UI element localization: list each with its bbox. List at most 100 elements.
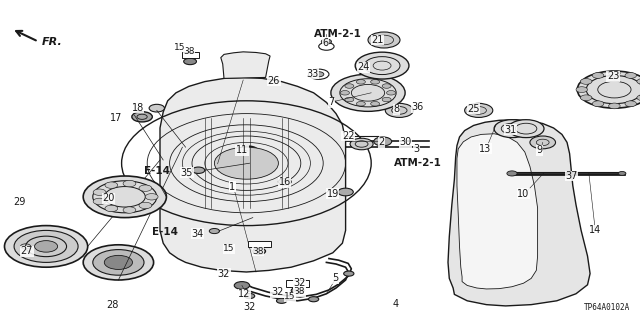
- Circle shape: [356, 80, 365, 84]
- Circle shape: [214, 147, 278, 179]
- Text: 32: 32: [218, 268, 230, 279]
- Circle shape: [4, 226, 88, 267]
- Circle shape: [314, 72, 324, 77]
- Text: 4: 4: [392, 299, 399, 309]
- Circle shape: [35, 241, 58, 252]
- Text: 2: 2: [378, 137, 385, 148]
- Text: 1: 1: [229, 182, 236, 192]
- Circle shape: [14, 230, 78, 262]
- Text: 7: 7: [328, 97, 335, 108]
- Circle shape: [93, 189, 106, 196]
- Circle shape: [234, 282, 250, 289]
- Text: ATM-2-1: ATM-2-1: [314, 28, 362, 39]
- Circle shape: [83, 245, 154, 280]
- Circle shape: [344, 271, 354, 276]
- Text: 32: 32: [243, 302, 256, 312]
- Text: 38: 38: [183, 47, 195, 56]
- Circle shape: [338, 188, 353, 196]
- Text: 8: 8: [394, 104, 400, 115]
- Circle shape: [625, 73, 636, 78]
- Circle shape: [356, 101, 365, 106]
- Circle shape: [308, 297, 319, 302]
- Circle shape: [139, 202, 152, 209]
- Circle shape: [93, 250, 144, 275]
- Text: 13: 13: [479, 144, 492, 154]
- Text: 6: 6: [323, 37, 329, 48]
- Text: 22: 22: [342, 131, 355, 141]
- Text: 14: 14: [589, 225, 602, 236]
- Circle shape: [382, 97, 391, 102]
- Circle shape: [149, 104, 164, 112]
- Circle shape: [637, 79, 640, 84]
- Circle shape: [291, 287, 304, 294]
- Circle shape: [83, 176, 166, 218]
- Text: 1: 1: [229, 182, 236, 192]
- Bar: [286, 280, 309, 287]
- Circle shape: [308, 69, 329, 79]
- Circle shape: [374, 137, 392, 146]
- Text: 32: 32: [293, 278, 306, 288]
- Circle shape: [209, 228, 220, 234]
- Circle shape: [340, 91, 349, 95]
- Text: 9: 9: [536, 145, 543, 156]
- Circle shape: [371, 80, 380, 84]
- Circle shape: [123, 207, 136, 213]
- Text: 35: 35: [180, 168, 193, 178]
- Circle shape: [123, 180, 136, 187]
- Text: 15: 15: [174, 43, 186, 52]
- Text: 30: 30: [399, 137, 412, 148]
- Circle shape: [321, 39, 332, 44]
- Circle shape: [105, 182, 118, 188]
- Circle shape: [253, 248, 266, 254]
- Polygon shape: [448, 120, 590, 306]
- Text: 17: 17: [110, 113, 123, 124]
- Circle shape: [278, 179, 291, 185]
- Text: 36: 36: [411, 102, 424, 112]
- Circle shape: [576, 87, 588, 92]
- Text: 34: 34: [191, 228, 204, 239]
- Circle shape: [331, 74, 405, 111]
- Text: 15: 15: [223, 244, 235, 253]
- Circle shape: [368, 32, 400, 48]
- Text: 15: 15: [284, 292, 296, 301]
- Circle shape: [184, 58, 196, 65]
- Circle shape: [355, 52, 409, 79]
- Circle shape: [345, 97, 354, 102]
- Circle shape: [530, 136, 556, 149]
- Text: 12: 12: [238, 289, 251, 300]
- Circle shape: [244, 293, 255, 299]
- Circle shape: [609, 103, 620, 109]
- Circle shape: [350, 138, 373, 150]
- Text: FR.: FR.: [42, 36, 62, 47]
- Text: 5: 5: [332, 273, 339, 284]
- Circle shape: [507, 171, 517, 176]
- Circle shape: [577, 71, 640, 108]
- Circle shape: [105, 205, 118, 212]
- Text: 37: 37: [565, 171, 578, 181]
- Text: 10: 10: [517, 188, 530, 199]
- Text: 3: 3: [413, 144, 420, 154]
- Polygon shape: [457, 134, 538, 289]
- Text: 21: 21: [371, 35, 384, 45]
- Circle shape: [580, 79, 592, 84]
- Text: TP64A0102A: TP64A0102A: [584, 303, 630, 312]
- Circle shape: [609, 70, 620, 76]
- Text: ATM-2-1: ATM-2-1: [394, 158, 442, 168]
- Circle shape: [104, 255, 132, 269]
- Circle shape: [371, 101, 380, 106]
- Text: 33: 33: [306, 68, 319, 79]
- Circle shape: [580, 95, 592, 101]
- Text: 38: 38: [294, 287, 305, 296]
- Circle shape: [345, 84, 354, 88]
- Text: E-14: E-14: [144, 166, 170, 176]
- Text: 27: 27: [20, 246, 33, 256]
- Circle shape: [494, 120, 530, 138]
- Text: 28: 28: [106, 300, 118, 310]
- Text: 38: 38: [252, 247, 264, 256]
- Text: 23: 23: [607, 71, 620, 81]
- Circle shape: [625, 101, 636, 107]
- Polygon shape: [160, 77, 346, 272]
- Circle shape: [387, 91, 396, 95]
- Text: 16: 16: [278, 177, 291, 188]
- Text: 26: 26: [268, 76, 280, 86]
